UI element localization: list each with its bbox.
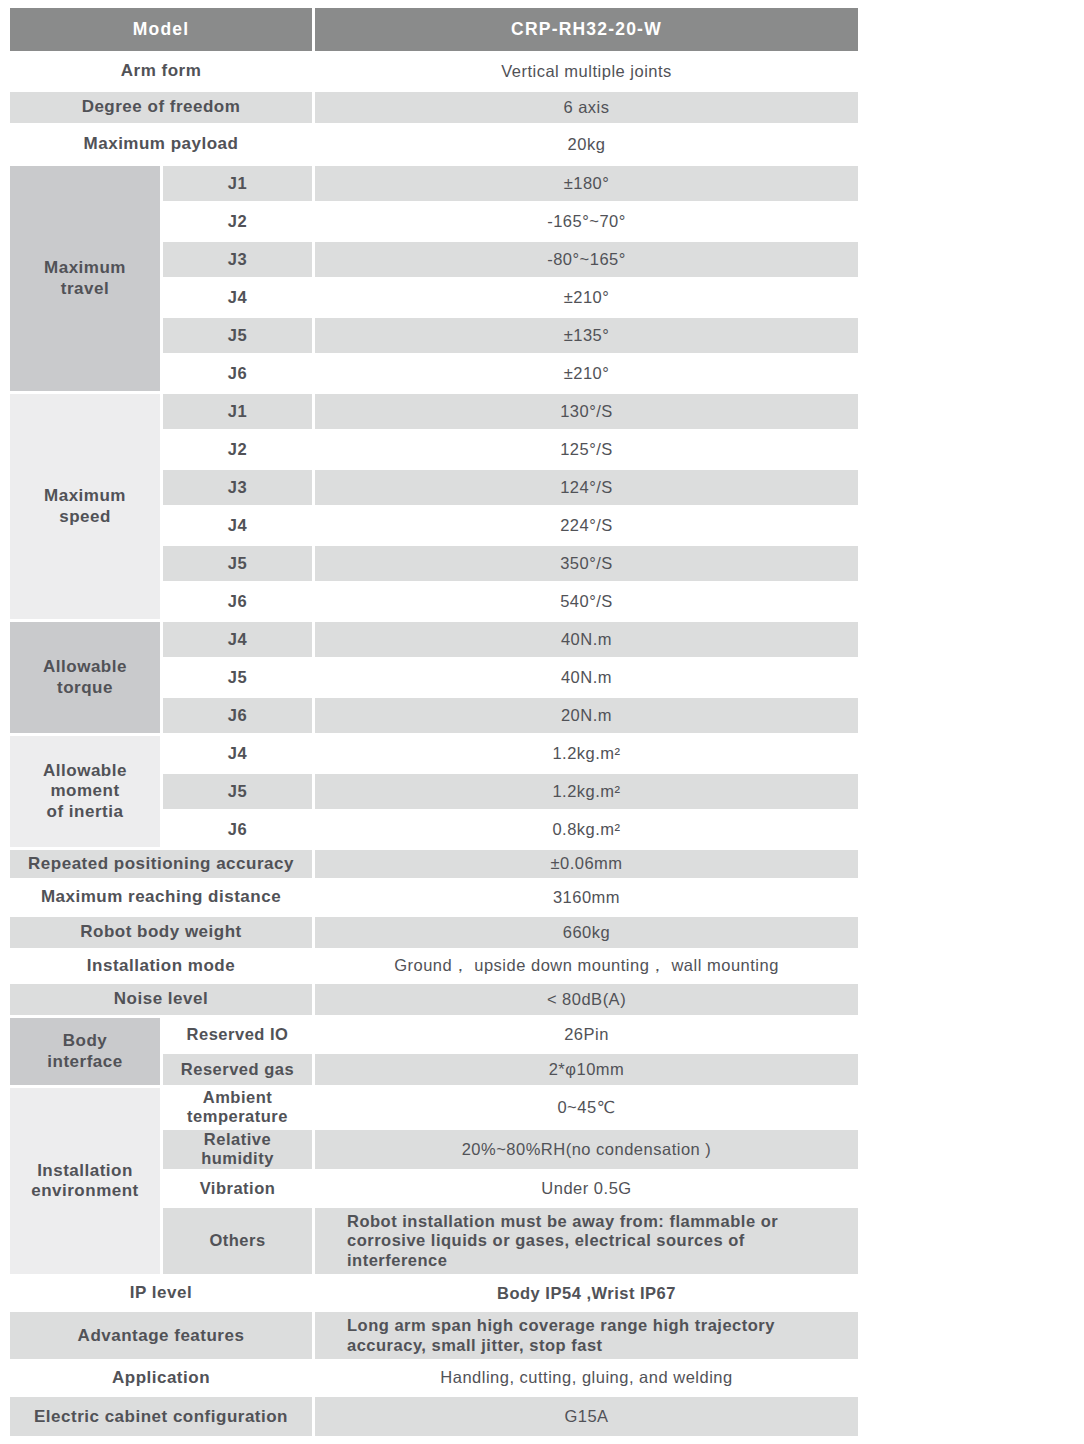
joint-value: 1.2kg.m² xyxy=(315,774,858,809)
joint-value: 0.8kg.m² xyxy=(315,812,858,847)
joint-label: J3 xyxy=(163,470,312,505)
joint-label: J5 xyxy=(163,318,312,353)
joint-value: 124°/S xyxy=(315,470,858,505)
joint-label: J6 xyxy=(163,698,312,733)
spec-sheet-page: Model CRP-RH32-20-W Arm form Vertical mu… xyxy=(0,0,1084,1444)
joint-value: 224°/S xyxy=(315,508,858,543)
arm-form-value: Vertical multiple joints xyxy=(315,54,858,89)
reaching-distance-value: 3160mm xyxy=(315,881,858,914)
spec-table: Model CRP-RH32-20-W Arm form Vertical mu… xyxy=(7,5,861,1439)
joint-label: J2 xyxy=(163,204,312,239)
joint-value: 130°/S xyxy=(315,394,858,429)
joint-label: J5 xyxy=(163,546,312,581)
joint-label: J6 xyxy=(163,812,312,847)
category-maximum-speed: Maximum speed xyxy=(10,394,160,619)
reserved-io-value: 26Pin xyxy=(315,1018,858,1051)
joint-label: J5 xyxy=(163,660,312,695)
category-body-interface: Body interface xyxy=(10,1018,160,1085)
arm-form-label: Arm form xyxy=(10,54,312,89)
joint-label: J3 xyxy=(163,242,312,277)
electric-cabinet-value: G15A xyxy=(315,1397,858,1436)
ambient-temperature-value: 0~45℃ xyxy=(315,1088,858,1127)
joint-label: J4 xyxy=(163,622,312,657)
joint-value: ±210° xyxy=(315,356,858,391)
joint-value: 40N.m xyxy=(315,622,858,657)
degree-of-freedom-value: 6 axis xyxy=(315,92,858,123)
joint-label: J1 xyxy=(163,394,312,429)
noise-level-label: Noise level xyxy=(10,984,312,1015)
category-maximum-travel: Maximum travel xyxy=(10,166,160,391)
joint-value: 40N.m xyxy=(315,660,858,695)
model-header-cell: Model xyxy=(10,8,312,51)
reserved-gas-label: Reserved gas xyxy=(163,1054,312,1085)
joint-value: 20N.m xyxy=(315,698,858,733)
joint-value: 125°/S xyxy=(315,432,858,467)
advantage-features-label: Advantage features xyxy=(10,1312,312,1359)
application-value: Handling, cutting, gluing, and welding xyxy=(315,1362,858,1394)
joint-value: ±180° xyxy=(315,166,858,201)
joint-label: J6 xyxy=(163,584,312,619)
joint-label: J1 xyxy=(163,166,312,201)
joint-label: J5 xyxy=(163,774,312,809)
joint-value: ±210° xyxy=(315,280,858,315)
ip-level-label: IP level xyxy=(10,1277,312,1309)
max-payload-value: 20kg xyxy=(315,126,858,163)
reserved-gas-value: 2*φ10mm xyxy=(315,1054,858,1085)
relative-humidity-label: Relative humidity xyxy=(163,1130,312,1169)
reaching-distance-label: Maximum reaching distance xyxy=(10,881,312,914)
joint-value: -80°~165° xyxy=(315,242,858,277)
advantage-features-value: Long arm span high coverage range high t… xyxy=(315,1312,858,1359)
installation-mode-value: Ground， upside down mounting， wall mount… xyxy=(315,951,858,981)
joint-label: J4 xyxy=(163,508,312,543)
relative-humidity-value: 20%~80%RH(no condensation ) xyxy=(315,1130,858,1169)
joint-value: -165°~70° xyxy=(315,204,858,239)
installation-mode-label: Installation mode xyxy=(10,951,312,981)
others-label: Others xyxy=(163,1208,312,1274)
model-value-cell: CRP-RH32-20-W xyxy=(315,8,858,51)
ambient-temperature-label: Ambient temperature xyxy=(163,1088,312,1127)
noise-level-value: < 80dB(A) xyxy=(315,984,858,1015)
max-payload-label: Maximum payload xyxy=(10,126,312,163)
ip-level-value: Body IP54 ,Wrist IP67 xyxy=(315,1277,858,1309)
body-weight-label: Robot body weight xyxy=(10,917,312,948)
reserved-io-label: Reserved IO xyxy=(163,1018,312,1051)
repeated-accuracy-value: ±0.06mm xyxy=(315,850,858,878)
application-label: Application xyxy=(10,1362,312,1394)
others-value: Robot installation must be away from: fl… xyxy=(315,1208,858,1274)
repeated-accuracy-label: Repeated positioning accuracy xyxy=(10,850,312,878)
joint-value: 540°/S xyxy=(315,584,858,619)
electric-cabinet-label: Electric cabinet configuration xyxy=(10,1397,312,1436)
joint-label: J4 xyxy=(163,736,312,771)
joint-label: J4 xyxy=(163,280,312,315)
body-weight-value: 660kg xyxy=(315,917,858,948)
joint-label: J2 xyxy=(163,432,312,467)
joint-value: ±135° xyxy=(315,318,858,353)
category-allowable-torque: Allowable torque xyxy=(10,622,160,733)
joint-label: J6 xyxy=(163,356,312,391)
category-allowable-inertia: Allowable moment of inertia xyxy=(10,736,160,847)
category-installation-environment: Installation environment xyxy=(10,1088,160,1274)
vibration-label: Vibration xyxy=(163,1172,312,1205)
vibration-value: Under 0.5G xyxy=(315,1172,858,1205)
joint-value: 350°/S xyxy=(315,546,858,581)
joint-value: 1.2kg.m² xyxy=(315,736,858,771)
degree-of-freedom-label: Degree of freedom xyxy=(10,92,312,123)
